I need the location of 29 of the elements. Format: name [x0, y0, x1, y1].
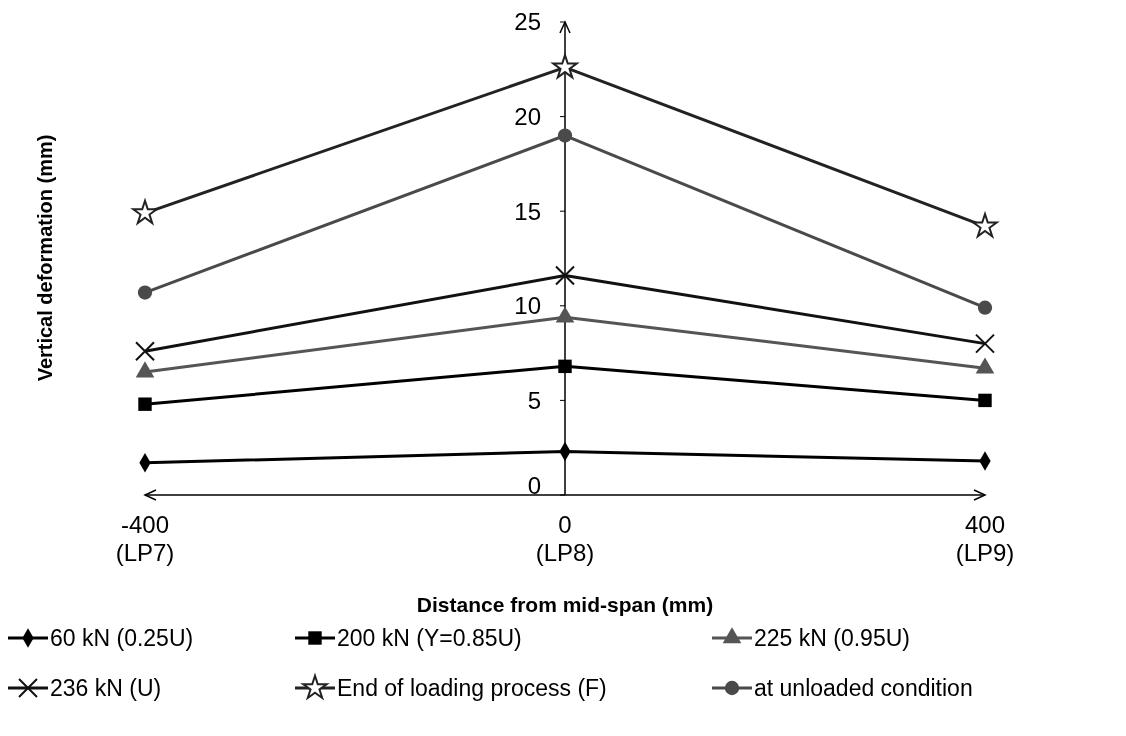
point	[972, 213, 998, 238]
y-tick-label: 5	[527, 386, 541, 414]
x-axis-title: Distance from mid-span (mm)	[416, 593, 714, 616]
point	[975, 333, 995, 354]
x-tick-label: 400 (LP9)	[955, 511, 1015, 566]
legend-label: 225 kN (0.95U)	[754, 625, 910, 652]
x-tick-label: 0 (LP8)	[535, 511, 595, 566]
point	[552, 54, 578, 79]
legend-label: at unloaded condition	[754, 675, 973, 702]
y-axis-title: Vertical deformation (mm)	[34, 134, 56, 382]
y-tick-label: 10	[514, 292, 541, 320]
y-tick-label: 15	[514, 197, 541, 225]
point	[558, 359, 572, 374]
point	[138, 397, 152, 411]
y-tick-label: 20	[514, 103, 541, 130]
point	[555, 265, 575, 286]
point	[137, 285, 153, 300]
point	[978, 393, 992, 408]
point	[557, 128, 573, 143]
y-tick-label: 0	[527, 472, 541, 500]
legend-label: 200 kN (Y=0.85U)	[337, 625, 522, 652]
x-tick-label: -400 (LP7)	[115, 511, 175, 566]
legend-label: 236 kN (U)	[50, 675, 162, 702]
y-tick-label: 25	[514, 8, 541, 36]
legend-label: 60 kN (0.25U)	[50, 625, 194, 652]
point	[977, 300, 993, 315]
point	[135, 341, 155, 362]
point	[130, 197, 158, 226]
legend-label: End of loading process (F)	[337, 675, 607, 702]
